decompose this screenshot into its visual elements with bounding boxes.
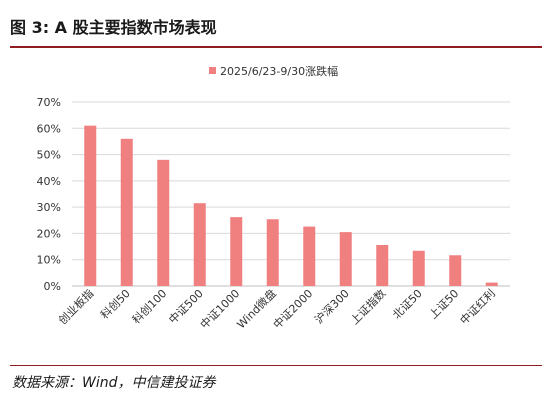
y-tick-label: 50% <box>37 149 61 162</box>
bar <box>266 219 279 286</box>
y-tick-label: 30% <box>37 201 61 214</box>
source-rule <box>10 365 542 366</box>
bar <box>230 217 243 286</box>
y-tick-label: 0% <box>44 280 61 293</box>
bar <box>376 244 389 286</box>
x-tick-label: 中证红利 <box>458 287 498 327</box>
y-tick-label: 60% <box>37 122 61 135</box>
legend-label: 2025/6/23-9/30涨跌幅 <box>220 64 338 78</box>
x-tick-label: 上证50 <box>427 287 462 322</box>
source-note: 数据来源：Wind，中信建投证券 <box>12 375 216 391</box>
title-rule <box>10 46 542 48</box>
x-tick-label: 上证指数 <box>347 286 388 327</box>
x-tick-label: 中证1000 <box>198 287 243 332</box>
bar <box>120 138 133 286</box>
x-tick-label: 中证2000 <box>271 287 316 332</box>
bar <box>303 226 316 286</box>
bar <box>157 159 170 286</box>
x-tick-label: 科创100 <box>129 286 169 326</box>
bar <box>84 125 97 287</box>
bar <box>193 203 206 286</box>
legend-swatch <box>209 67 216 74</box>
bar <box>485 282 498 286</box>
y-tick-label: 70% <box>37 96 61 109</box>
x-tick-label: 创业板指 <box>55 286 96 327</box>
bar <box>339 232 352 286</box>
x-tick-label: 沪深300 <box>312 286 352 326</box>
y-tick-label: 40% <box>37 175 61 188</box>
bar <box>449 255 462 286</box>
y-tick-label: 20% <box>37 227 61 240</box>
y-tick-label: 10% <box>37 254 61 267</box>
bar-chart: 0%10%20%30%40%50%60%70%创业板指 科创50科创100中证50… <box>37 64 510 332</box>
bar <box>412 250 425 286</box>
x-tick-label: 北证50 <box>390 287 425 322</box>
x-tick-label: 科创50 <box>98 286 133 321</box>
figure-title: 图 3: A 股主要指数市场表现 <box>10 18 217 37</box>
